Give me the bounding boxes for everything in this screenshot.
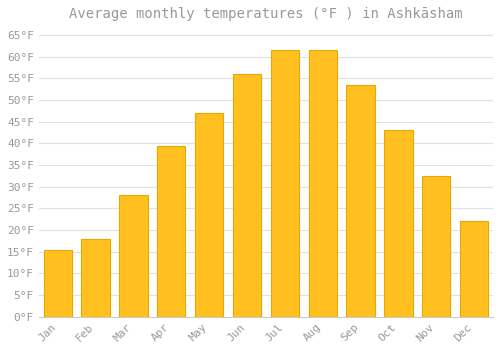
Bar — [308, 50, 337, 317]
Title: Average monthly temperatures (°F ) in Ashkāsham: Average monthly temperatures (°F ) in As… — [69, 7, 462, 21]
Bar — [384, 130, 412, 317]
Bar — [195, 113, 224, 317]
Bar — [157, 146, 186, 317]
Bar — [422, 176, 450, 317]
Bar — [44, 250, 72, 317]
Bar — [346, 85, 375, 317]
Bar — [270, 50, 299, 317]
Bar — [460, 222, 488, 317]
Bar — [82, 239, 110, 317]
Bar — [119, 195, 148, 317]
Bar — [233, 74, 261, 317]
